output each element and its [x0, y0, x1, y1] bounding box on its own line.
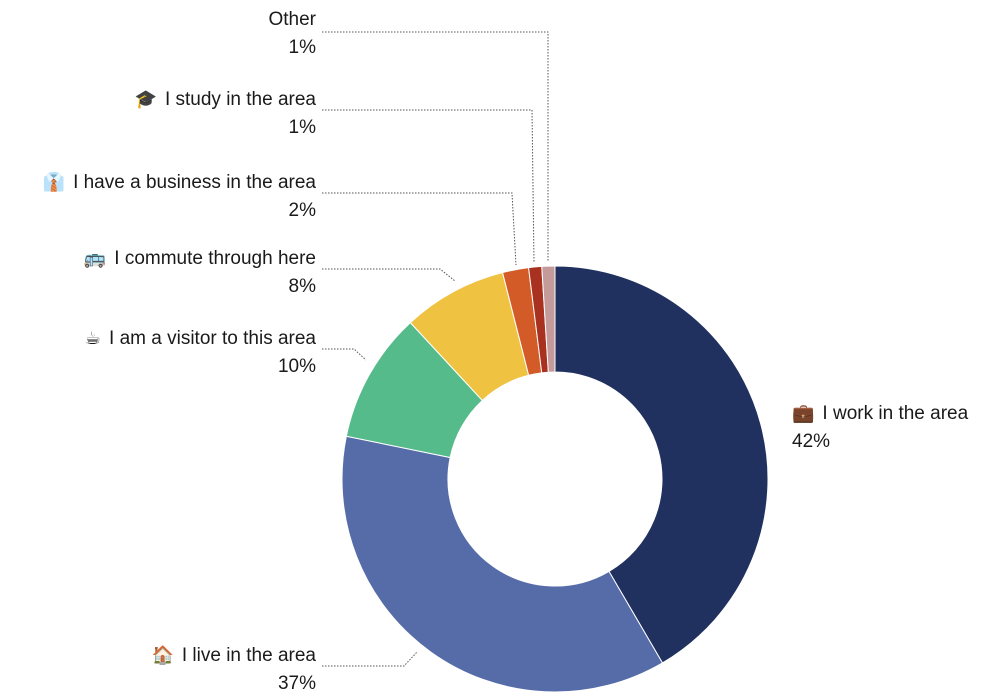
slice-percent: 10% — [277, 356, 316, 377]
coffee-cup-icon: ☕ — [84, 328, 102, 349]
slice-percent: 37% — [277, 673, 316, 694]
slice-label: ☕ I am a visitor to this area 10% — [85, 325, 316, 381]
slice-label: 🎓 I study in the area 1% — [135, 86, 316, 142]
slice-percent: 8% — [288, 276, 316, 297]
leader-lines — [322, 31, 549, 667]
slice-percent: 2% — [288, 200, 316, 221]
slice-label: 💼 I work in the area 42% — [792, 400, 968, 456]
slice-percent: 1% — [288, 117, 316, 138]
donut-slices — [341, 265, 769, 693]
leader-line — [322, 268, 456, 282]
slice-label: 🚌 I commute through here 8% — [84, 245, 316, 301]
necktie-icon: 👔 — [42, 172, 66, 193]
house-icon: 🏠 — [151, 645, 174, 666]
slice-percent: 1% — [288, 37, 316, 58]
slice-label-text: Other — [268, 9, 316, 30]
slice-label-text: I study in the area — [164, 89, 316, 110]
leader-line — [322, 109, 535, 264]
leader-line — [322, 31, 549, 262]
slice-i-work-in-the-area — [554, 265, 769, 664]
briefcase-icon: 💼 — [792, 403, 815, 424]
slice-i-live-in-the-area — [341, 435, 664, 693]
leader-line — [322, 348, 367, 361]
bus-icon: 🚌 — [83, 248, 107, 269]
graduation-cap-icon: 🎓 — [134, 89, 157, 110]
slice-label-text: I live in the area — [181, 645, 316, 666]
slice-label-text: I have a business in the area — [73, 172, 316, 193]
slice-label: 🏠 I live in the area 37% — [151, 642, 316, 698]
slice-label-text: I work in the area — [822, 403, 969, 424]
slice-label: 👔 I have a business in the area 2% — [43, 169, 316, 225]
slice-label: Other 1% — [268, 6, 316, 62]
slice-label-text: I commute through here — [114, 248, 316, 269]
slice-label-text: I am a visitor to this area — [109, 328, 316, 349]
slice-other — [541, 265, 556, 373]
slice-percent: 42% — [792, 431, 831, 452]
leader-line — [322, 651, 418, 667]
leader-line — [322, 192, 517, 266]
